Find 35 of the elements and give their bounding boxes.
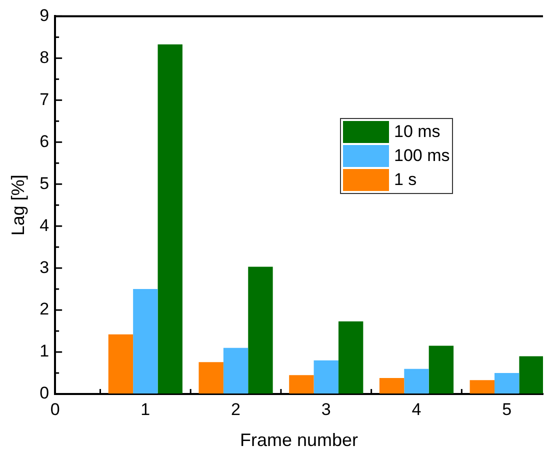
bar: [470, 380, 495, 394]
legend-label: 1 s: [394, 170, 417, 190]
x-tick-label: 2: [231, 400, 241, 419]
bar: [314, 360, 338, 394]
x-tick-label: 3: [321, 400, 331, 419]
legend-label: 100 ms: [394, 146, 450, 166]
bar: [494, 373, 520, 394]
bar: [519, 356, 543, 394]
bar: [223, 348, 248, 394]
y-tick-label: 7: [40, 90, 50, 109]
bar: [248, 266, 273, 394]
y-tick-label: 9: [40, 6, 50, 25]
x-tick-label: 1: [140, 400, 150, 419]
bar: [133, 289, 158, 394]
bar: [379, 378, 404, 394]
y-axis-title: Lag [%]: [8, 174, 28, 236]
y-tick-label: 5: [40, 174, 50, 193]
y-tick-label: 3: [40, 258, 50, 277]
y-tick-label: 1: [40, 342, 50, 361]
y-tick-label: 4: [40, 216, 50, 235]
x-tick-label: 5: [502, 400, 512, 419]
bar: [428, 346, 454, 394]
y-tick-label: 6: [40, 132, 50, 151]
bar: [198, 362, 224, 394]
x-tick-label: 4: [412, 400, 422, 419]
bar: [108, 334, 134, 394]
y-tick-label: 0: [40, 384, 50, 403]
bar: [289, 375, 314, 394]
bar: [338, 321, 364, 394]
y-tick-label: 8: [40, 48, 50, 67]
x-axis-title: Frame number: [240, 430, 358, 450]
legend-label: 10 ms: [394, 122, 440, 142]
bar: [404, 368, 429, 394]
y-tick-label: 2: [40, 300, 50, 319]
bar: [158, 44, 182, 394]
